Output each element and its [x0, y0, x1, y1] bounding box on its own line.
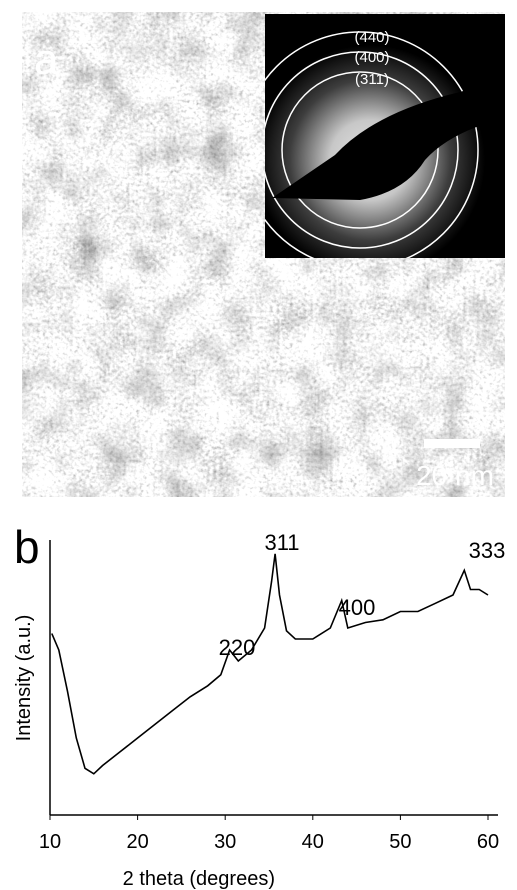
peak-label: 333 — [469, 538, 506, 563]
ring-label: (400) — [354, 49, 389, 66]
x-tick-label: 50 — [389, 831, 411, 853]
scale-bar-label: 20 nm — [416, 460, 494, 491]
peak-label: 311 — [264, 530, 299, 555]
x-tick-label: 20 — [126, 831, 148, 853]
x-tick-label: 40 — [302, 831, 324, 853]
x-tick-label: 10 — [39, 831, 61, 853]
peak-label: 400 — [339, 595, 376, 620]
y-axis-title: Intensity (a.u.) — [13, 615, 35, 742]
ring-label: (311) — [355, 71, 389, 88]
x-tick-label: 60 — [477, 831, 499, 853]
scale-bar — [424, 439, 480, 448]
panel-label: a — [34, 35, 59, 84]
panel-label: b — [14, 521, 40, 573]
x-tick-label: 30 — [214, 831, 236, 853]
diffraction-inset — [265, 14, 505, 258]
peak-label: 220 — [219, 635, 256, 660]
ring-label: (440) — [354, 29, 389, 46]
xrd-curve — [51, 553, 489, 775]
x-axis-title: 2 theta (degrees) — [123, 868, 275, 890]
